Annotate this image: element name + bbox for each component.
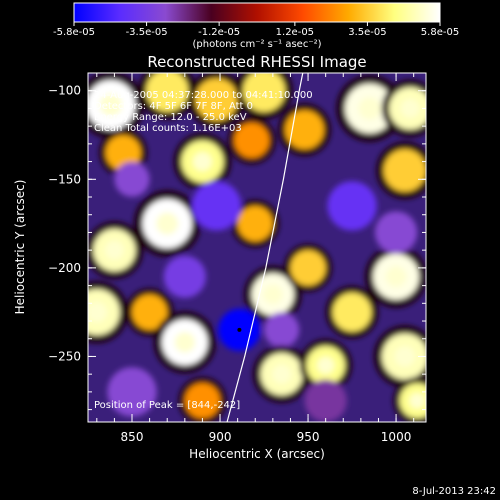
heatmap-blob-core [192,152,212,172]
heatmap-blob [105,135,141,171]
peak-marker [237,327,242,332]
y-tick-label: −200 [48,261,81,275]
solar-limb-line [226,73,304,422]
heatmap-blob [374,211,418,254]
colorbar-ticks: -5.8e-05 -3.5e-05 -1.2e-05 1.2e-05 3.5e-05 5.… [53,22,459,38]
y-tick-label: −150 [48,172,81,186]
heatmap-blob [264,312,300,348]
heatmap-blob [107,367,157,417]
annotation-clean-counts: Clean Total counts: 1.16E+03 [94,123,242,134]
heatmap-blob [146,73,189,112]
x-tick-label: 1000 [381,430,412,444]
heatmap-blob [163,255,206,298]
heatmap-blob [304,379,347,422]
heatmap-blob [285,110,324,150]
x-tick-label: 950 [297,430,320,444]
heatmap-blob [132,294,168,330]
heatmap-blob-core [385,266,407,288]
footer-timestamp: 8-Jul-2013 23:42 [412,486,496,497]
heatmap-blob-core [316,356,335,375]
heatmap-blob-core [104,240,124,260]
peak-dot [237,327,242,332]
y-tick-label: −100 [48,84,81,98]
heatmap-blob [332,292,372,332]
y-tick-label: −250 [48,349,81,363]
colorbar-units-label: (photons cm⁻² s⁻¹ asec⁻²) [192,39,321,50]
colorbar-tick-label: -3.5e-05 [126,27,168,38]
x-tick-label: 900 [209,430,232,444]
heatmap-blob [191,181,242,231]
plot-frame [87,72,427,423]
heatmap-blob [237,205,273,242]
colorbar [73,2,441,23]
annotation-detectors: Detectors: 4F 5F 6F 7F 8F, Att 0 [94,101,253,112]
colorbar-tick-label: 3.5e-05 [348,27,386,38]
annotation-time-range: 24-Aug-2005 04:37:28.000 to 04:41:10.000 [94,90,313,101]
colorbar-tick-label: -5.8e-05 [53,27,95,38]
heatmap-blob-core [263,284,283,304]
heatmap-blob-core [400,98,420,118]
annotation-energy-range: Energy Range: 12.0 - 25.0 keV [94,112,247,123]
heatmap-layer [88,73,426,422]
heatmap-blob [114,161,150,197]
heatmap-blob-core [174,331,196,353]
heatmap-blob-core [358,97,381,120]
heatmap-blob-core [88,301,108,323]
y-axis-label: Heliocentric Y (arcsec) [13,180,27,315]
heatmap-blob [383,149,426,192]
x-axis-ticks: 850 900 950 1000 [96,73,415,444]
colorbar-tick-label: 5.8e-05 [421,27,459,38]
heatmap-blob [290,250,326,286]
heatmap-blob [327,181,377,231]
heatmap-blob-core [156,212,179,235]
x-axis-label: Heliocentric X (arcsec) [189,447,325,461]
heatmap-blob-core [99,93,122,116]
colorbar-tick-label: -1.2e-05 [198,27,240,38]
heatmap-blob [184,383,221,419]
heatmap-blob [234,122,270,158]
y-axis-ticks: −100 −150 −200 −250 [48,72,426,411]
heatmap-blob [195,78,238,121]
annotation-peak-position: Position of Peak = [844,-242] [94,400,240,411]
heatmap-blob-core [394,346,416,367]
chart-title: Reconstructed RHESSI Image [147,53,366,71]
heatmap-blob [242,73,286,112]
colorbar-tick-label: 1.2e-05 [276,27,314,38]
x-tick-label: 850 [121,430,144,444]
heatmap-blob-core [272,364,292,384]
heatmap-blob-core [409,392,426,409]
